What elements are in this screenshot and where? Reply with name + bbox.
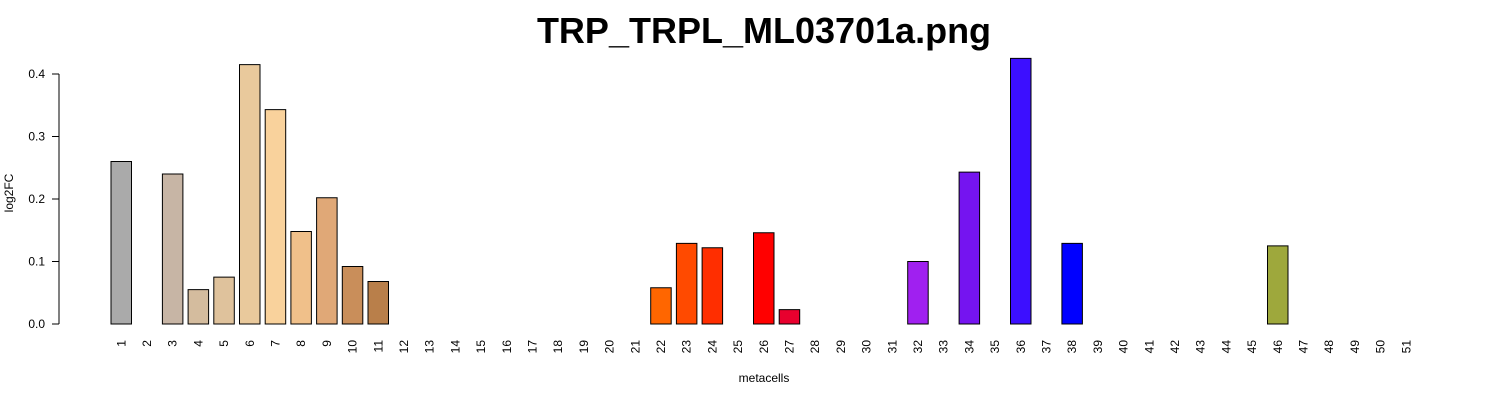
bar-metacell-8 [290, 231, 312, 325]
bar-metacell-36 [1010, 57, 1032, 325]
x-tick-label: 36 [1014, 340, 1028, 354]
x-tick-label: 33 [937, 340, 951, 354]
x-tick-labels: 1 2 3 4 5 6 7 8 9 10 11 12 13 14 15 16 17 18 19 20 21 22 23 24 2… [114, 340, 1413, 354]
x-tick-label: 23 [680, 340, 694, 354]
x-tick-label: 38 [1065, 340, 1079, 354]
bar-metacell-32 [907, 261, 929, 325]
x-tick-label: 32 [911, 340, 925, 354]
x-tick-label: 28 [808, 340, 822, 354]
x-tick-label: 41 [1142, 340, 1156, 354]
x-tick-label: 2 [140, 340, 154, 347]
bar-metacell-10 [341, 266, 364, 325]
bar-metacell-4 [187, 289, 210, 325]
x-tick-label: 25 [731, 340, 745, 354]
x-tick-label: 19 [577, 340, 591, 354]
x-tick-label: 14 [448, 340, 462, 354]
bar-metacell-1 [110, 161, 132, 325]
x-tick-label: 43 [1194, 340, 1208, 354]
x-tick-label: 6 [243, 340, 257, 347]
bar-metacell-26 [753, 232, 775, 325]
x-tick-label: 11 [371, 340, 385, 353]
bar-metacell-23 [675, 242, 698, 325]
x-tick-label: 18 [551, 340, 565, 354]
x-tick-label: 48 [1322, 340, 1336, 354]
y-tick-label: 0.0 [28, 317, 45, 331]
bar-metacell-5 [213, 276, 235, 325]
bar-metacell-11 [367, 281, 389, 325]
x-tick-label: 4 [191, 340, 205, 347]
x-tick-label: 1 [114, 340, 128, 347]
x-tick-label: 21 [628, 340, 642, 354]
x-tick-label: 34 [962, 340, 976, 354]
bar-metacell-38 [1061, 242, 1083, 325]
x-tick-label: 26 [757, 340, 771, 354]
x-tick-label: 45 [1245, 340, 1259, 354]
x-tick-label: 40 [1117, 340, 1131, 354]
x-tick-label: 8 [294, 340, 308, 347]
x-tick-label: 17 [525, 340, 539, 354]
x-tick-label: 10 [346, 340, 360, 354]
chart-title: TRP_TRPL_ML03701a.png [537, 10, 991, 51]
bar-metacell-7 [264, 109, 287, 325]
x-tick-label: 42 [1168, 340, 1182, 354]
bar-metacell-3 [161, 173, 184, 325]
x-tick-label: 35 [988, 340, 1002, 354]
y-axis-label: log2FC [2, 173, 16, 212]
y-tick-label: 0.4 [28, 67, 45, 81]
x-tick-label: 46 [1271, 340, 1285, 354]
bars [110, 57, 1289, 325]
x-tick-label: 27 [782, 340, 796, 354]
x-tick-label: 3 [166, 340, 180, 347]
x-tick-label: 39 [1091, 340, 1105, 354]
x-tick-label: 22 [654, 340, 668, 354]
x-tick-label: 24 [705, 340, 719, 354]
x-tick-label: 37 [1039, 340, 1053, 354]
x-tick-label: 29 [834, 340, 848, 354]
bar-metacell-27 [778, 309, 801, 325]
y-axis: 0.0 0.1 0.2 0.3 0.4 [28, 67, 60, 331]
x-tick-label: 16 [500, 340, 514, 354]
x-tick-label: 15 [474, 340, 488, 354]
x-tick-label: 31 [885, 340, 899, 354]
x-tick-label: 12 [397, 340, 411, 354]
x-tick-label: 44 [1219, 340, 1233, 354]
x-tick-label: 7 [268, 340, 282, 347]
x-tick-label: 5 [217, 340, 231, 347]
x-tick-label: 49 [1348, 340, 1362, 354]
bar-metacell-6 [239, 64, 261, 325]
x-tick-label: 51 [1399, 340, 1413, 354]
x-tick-label: 50 [1374, 340, 1388, 354]
x-tick-label: 13 [423, 340, 437, 354]
x-tick-label: 30 [860, 340, 874, 354]
bar-metacell-22 [650, 287, 672, 325]
y-tick-label: 0.2 [28, 192, 45, 206]
bar-metacell-34 [958, 171, 981, 325]
x-tick-label: 9 [320, 340, 334, 347]
x-axis-label: metacells [739, 371, 790, 385]
y-tick-label: 0.1 [28, 255, 45, 269]
x-tick-label: 20 [603, 340, 617, 354]
bar-metacell-24 [701, 247, 724, 325]
bar-metacell-9 [316, 197, 338, 325]
y-tick-label: 0.3 [28, 130, 45, 144]
bar-metacell-46 [1267, 245, 1289, 325]
x-tick-label: 47 [1296, 340, 1310, 354]
